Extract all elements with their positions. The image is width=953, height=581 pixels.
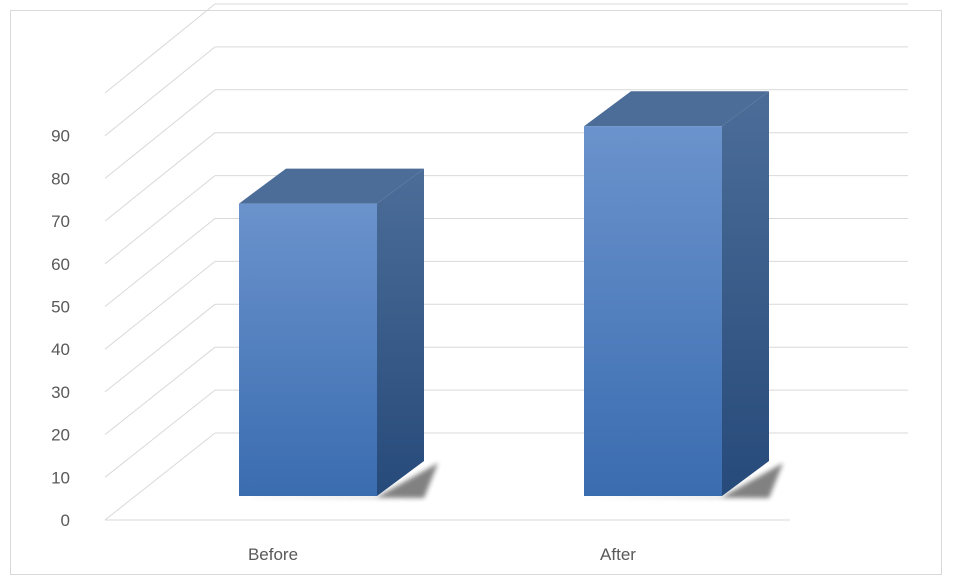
bar-top-face	[239, 168, 424, 204]
bar-top-face	[584, 91, 769, 127]
bar-shadow	[233, 463, 438, 498]
bar-before	[233, 168, 438, 498]
y-tick-label: 10	[51, 468, 70, 487]
y-tick-label: 40	[51, 340, 70, 359]
gridlines	[104, 3, 908, 521]
gridline-side-20	[104, 346, 216, 435]
y-tick-label: 30	[51, 383, 70, 402]
bars	[233, 91, 783, 498]
gridline-side-10	[104, 389, 216, 478]
x-category-label: After	[600, 545, 636, 564]
y-tick-label: 20	[51, 426, 70, 445]
gridline-side-100	[104, 3, 216, 94]
gridline-side-90	[104, 46, 216, 137]
y-tick-label: 60	[51, 255, 70, 274]
x-axis-categories: Before After	[248, 545, 636, 564]
bar-front-face	[239, 203, 377, 496]
gridline-side-80	[104, 89, 216, 179]
bar-after	[578, 91, 783, 498]
y-tick-label: 80	[51, 169, 70, 188]
gridline-side-50	[104, 218, 216, 307]
y-tick-label: 90	[51, 127, 70, 146]
y-axis-ticks: 0 10 20 30 40 50 60 70 80 90	[51, 127, 70, 530]
bar-side-face	[377, 168, 424, 496]
bar-shadow	[578, 463, 783, 498]
chart-frame	[10, 10, 942, 575]
gridline-side-60	[104, 175, 216, 265]
bar-side-face	[722, 91, 769, 496]
y-tick-label: 50	[51, 298, 70, 317]
gridline-side-40	[104, 261, 216, 350]
x-category-label: Before	[248, 545, 298, 564]
gridline-side-0	[104, 432, 216, 521]
y-tick-label: 70	[51, 212, 70, 231]
gridline-side-30	[104, 303, 216, 393]
gridline-side-70	[104, 132, 216, 222]
bar-front-face	[584, 126, 722, 496]
y-tick-label: 0	[61, 511, 70, 530]
